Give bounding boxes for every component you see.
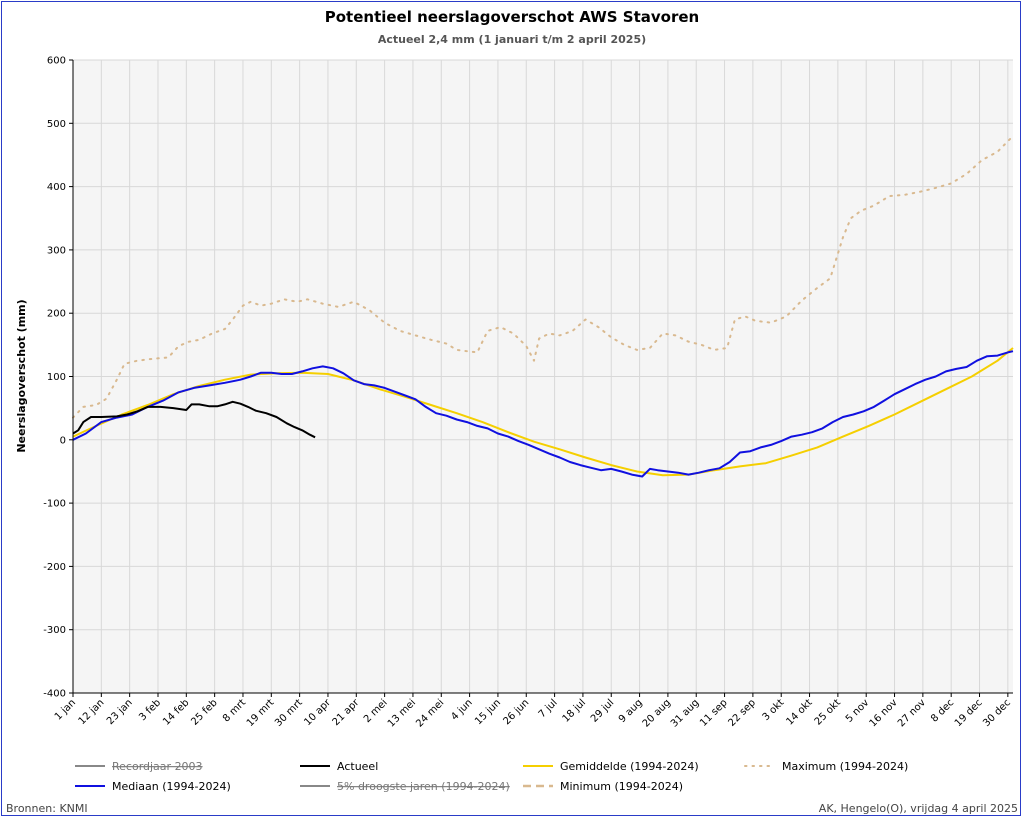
- y-ticks: -400 -300 -200 -100 0 100 200 300 400 500 600: [43, 56, 73, 700]
- x-tick-label: 11 sep: [698, 697, 730, 729]
- x-tick-label: 18 jul: [561, 697, 588, 724]
- chart-subtitle: Actueel 2,4 mm (1 januari t/m 2 april 20…: [378, 33, 646, 46]
- y-tick-label: -100: [43, 499, 66, 510]
- x-tick-label: 16 nov: [868, 697, 900, 729]
- x-tick-label: 13 mei: [386, 697, 418, 729]
- y-tick-label: 500: [47, 119, 66, 130]
- y-tick-label: 100: [47, 372, 66, 383]
- x-tick-label: 29 jul: [589, 697, 616, 724]
- footer-credit: AK, Hengelo(O), vrijdag 4 april 2025: [819, 802, 1018, 815]
- x-tick-label: 12 jan: [77, 697, 107, 727]
- series-line-3: [72, 135, 1014, 419]
- chart-title: Potentieel neerslagoverschot AWS Stavore…: [325, 8, 699, 26]
- x-tick-label: 25 okt: [813, 697, 843, 727]
- x-tick-label: 14 okt: [784, 697, 814, 727]
- series-line-4: [72, 350, 1014, 478]
- x-tick-label: 30 mrt: [273, 697, 305, 729]
- series-line-1: [72, 400, 316, 439]
- legend-label: Maximum (1994-2024): [782, 760, 908, 773]
- footer-source: Bronnen: KNMI: [6, 802, 88, 815]
- x-tick-label: 3 feb: [137, 697, 163, 723]
- y-tick-label: 300: [47, 245, 66, 256]
- x-tick-label: 22 sep: [726, 697, 758, 729]
- legend-label: Recordjaar 2003: [112, 760, 203, 773]
- legend-label: Gemiddelde (1994-2024): [560, 760, 699, 773]
- grid: [72, 59, 1013, 694]
- series-layer: [72, 135, 1014, 478]
- y-tick-label: 0: [60, 435, 66, 446]
- x-tick-label: 25 feb: [189, 697, 219, 727]
- series-line-2: [72, 347, 1014, 477]
- x-tick-label: 27 nov: [896, 697, 928, 729]
- x-tick-label: 24 mei: [414, 697, 446, 729]
- y-axis-label: Neerslagoverschot (mm): [15, 299, 28, 452]
- legend-label: Minimum (1994-2024): [560, 780, 683, 793]
- x-tick-label: 4 jun: [449, 697, 474, 722]
- x-tick-label: 20 aug: [641, 697, 673, 729]
- x-tick-label: 3 okt: [761, 697, 787, 723]
- legend-label: Actueel: [337, 760, 378, 773]
- y-tick-label: 200: [47, 309, 66, 320]
- x-tick-label: 19 dec: [953, 697, 985, 729]
- x-tick-label: 7 jul: [537, 697, 560, 720]
- legend-label: Mediaan (1994-2024): [112, 780, 231, 793]
- y-tick-label: 400: [47, 182, 66, 193]
- x-tick-label: 21 apr: [331, 697, 362, 728]
- y-tick-label: 600: [47, 56, 66, 67]
- x-tick-label: 1 jan: [53, 697, 78, 722]
- x-tick-label: 23 jan: [105, 697, 135, 727]
- y-tick-label: -300: [43, 625, 66, 636]
- x-tick-label: 31 aug: [669, 697, 701, 729]
- x-tick-label: 30 dec: [981, 697, 1013, 729]
- y-tick-label: -400: [43, 689, 66, 700]
- x-tick-label: 8 dec: [929, 697, 956, 724]
- x-tick-label: 15 jun: [473, 697, 503, 727]
- legend: Recordjaar 2003 Actueel Gemiddelde (1994-2…: [75, 760, 908, 793]
- y-tick-label: -200: [43, 562, 66, 573]
- x-tick-label: 10 apr: [302, 697, 333, 728]
- x-tick-label: 19 mrt: [245, 697, 277, 729]
- x-tick-label: 8 mrt: [221, 697, 248, 724]
- x-tick-label: 14 feb: [161, 697, 191, 727]
- x-tick-label: 26 jun: [501, 697, 531, 727]
- legend-label: 5% droogste jaren (1994-2024): [337, 780, 510, 793]
